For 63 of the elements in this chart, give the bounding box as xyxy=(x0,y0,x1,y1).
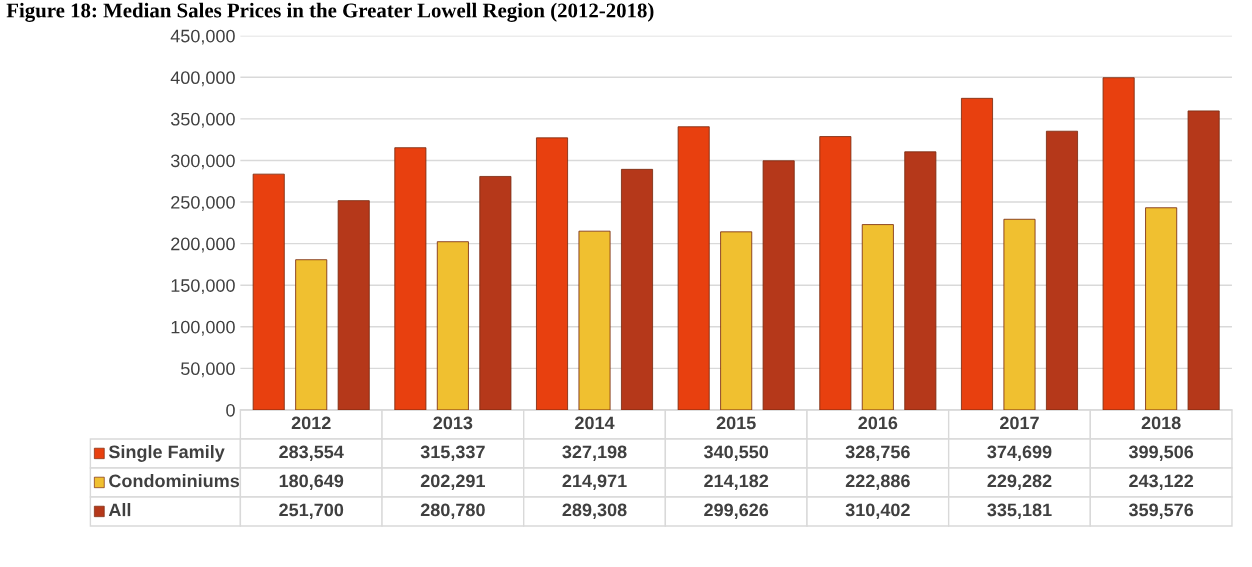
data-label: 243,122 xyxy=(1129,474,1194,490)
bar xyxy=(1045,130,1078,410)
data-label: 328,756 xyxy=(845,445,910,461)
bar xyxy=(1003,218,1036,410)
bar xyxy=(252,173,285,410)
data-label: 214,182 xyxy=(704,474,769,490)
bar xyxy=(394,147,427,410)
data-label: 335,181 xyxy=(987,503,1052,519)
x-tick-label: 2013 xyxy=(433,416,473,430)
bar xyxy=(621,168,654,410)
chart-title: Figure 18: Median Sales Prices in the Greater Lowell Region (2012-2018) xyxy=(6,2,654,22)
y-tick-label: 50,000 xyxy=(181,362,235,378)
data-label: 340,550 xyxy=(703,445,769,461)
data-label: 280,780 xyxy=(420,503,485,519)
bar xyxy=(536,137,569,410)
legend-label: Condominiums xyxy=(109,474,240,488)
x-tick-label: 2012 xyxy=(291,416,331,430)
data-label: 359,576 xyxy=(1128,503,1194,519)
data-label: 299,626 xyxy=(704,503,769,519)
bar xyxy=(861,224,894,410)
y-tick-label: 100,000 xyxy=(171,320,235,336)
y-tick-label: 250,000 xyxy=(171,195,235,211)
y-tick-label: 450,000 xyxy=(170,29,235,45)
x-tick-label: 2014 xyxy=(575,416,615,430)
bar xyxy=(904,151,937,410)
data-label: 327,198 xyxy=(562,445,627,461)
bar xyxy=(337,200,370,410)
bar xyxy=(1102,77,1135,410)
data-label: 251,700 xyxy=(279,503,344,519)
data-label: 399,506 xyxy=(1128,445,1194,461)
x-tick-label: 2015 xyxy=(716,416,756,430)
bar xyxy=(479,176,512,410)
x-tick-label: 2018 xyxy=(1141,416,1181,430)
data-label: 202,291 xyxy=(420,474,485,490)
data-label: 283,554 xyxy=(279,445,344,461)
data-label: 222,886 xyxy=(845,474,910,490)
data-label: 180,649 xyxy=(279,474,344,490)
bar xyxy=(720,231,753,410)
bar xyxy=(960,97,993,410)
y-tick-label: 300,000 xyxy=(170,154,235,170)
data-label: 289,308 xyxy=(562,503,627,519)
bar xyxy=(762,160,795,410)
x-tick-label: 2016 xyxy=(858,416,898,430)
data-label: 315,337 xyxy=(420,445,485,461)
bar xyxy=(819,136,852,410)
bar xyxy=(578,230,611,410)
y-tick-label: 400,000 xyxy=(170,71,235,87)
bar xyxy=(1145,207,1178,410)
x-tick-label: 2017 xyxy=(1000,416,1039,430)
legend-label: All xyxy=(108,503,131,517)
legend-label: Single Family xyxy=(108,444,225,462)
data-label: 374,699 xyxy=(987,445,1052,461)
data-label: 214,971 xyxy=(562,474,627,490)
y-tick-label: 0 xyxy=(226,403,235,417)
bar xyxy=(677,126,710,410)
data-label: 229,282 xyxy=(987,474,1052,490)
y-tick-label: 200,000 xyxy=(171,237,235,253)
bar xyxy=(1187,110,1220,410)
bar xyxy=(436,241,469,410)
y-tick-label: 350,000 xyxy=(170,112,235,128)
y-tick-label: 150,000 xyxy=(171,279,235,295)
data-label: 310,402 xyxy=(845,503,910,519)
bar xyxy=(295,259,328,410)
